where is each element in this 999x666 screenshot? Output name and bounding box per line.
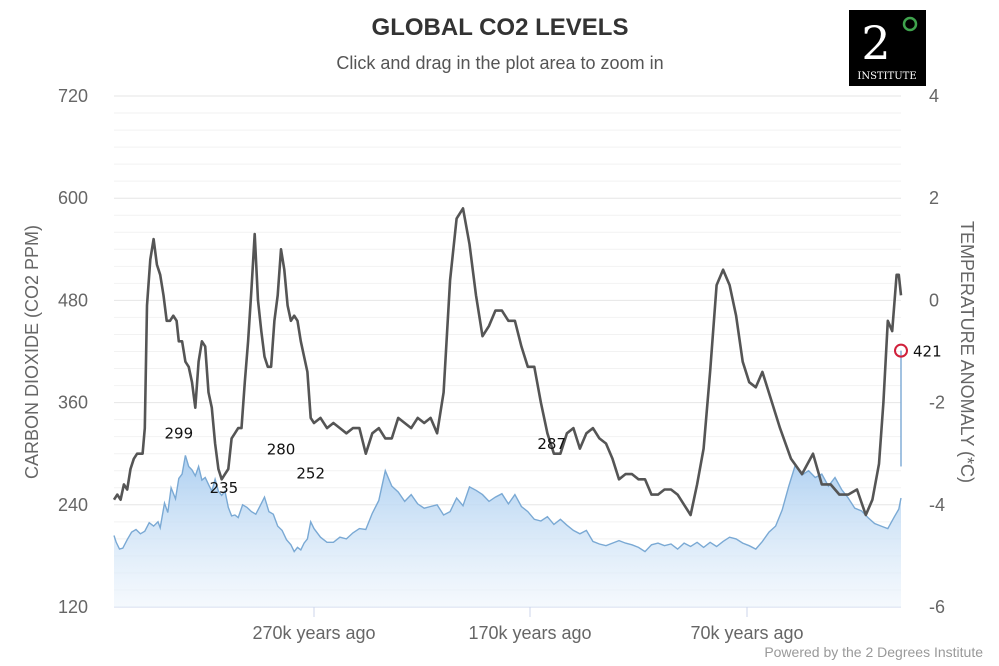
temperature-line — [112, 207, 903, 517]
current-value-marker[interactable] — [894, 343, 908, 358]
right-tick-label: 0 — [929, 290, 939, 310]
left-tick-label: 720 — [58, 86, 88, 106]
x-axis-ticks: 270k years ago 170k years ago 70k years ag… — [252, 607, 804, 643]
left-tick-label: 240 — [58, 495, 88, 515]
left-axis-title: CARBON DIOXIDE (CO2 PPM) — [22, 225, 42, 479]
right-tick-label: 2 — [929, 188, 939, 208]
peak-label: 235 — [210, 479, 239, 497]
left-tick-label: 120 — [58, 597, 88, 617]
left-axis-ticks: 120 240 360 480 600 720 — [58, 86, 88, 617]
x-tick-label: 70k years ago — [690, 623, 803, 643]
logo-box — [849, 10, 926, 86]
co2-area — [114, 455, 901, 607]
right-axis-ticks: -6 -4 -2 0 2 4 — [929, 86, 945, 617]
chart-title: GLOBAL CO2 LEVELS — [372, 14, 629, 41]
peak-label: 287 — [537, 435, 566, 453]
peak-label: 299 — [165, 425, 194, 443]
right-tick-label: 4 — [929, 86, 939, 106]
logo-numeral: 2 — [861, 16, 890, 70]
co2-line — [113, 455, 902, 553]
chart-subtitle: Click and drag in the plot area to zoom … — [336, 53, 663, 73]
x-tick-label: 270k years ago — [252, 623, 375, 643]
logo-ring-icon — [902, 16, 918, 32]
credit-link[interactable]: Powered by the 2 Degrees Institute — [764, 644, 983, 660]
current-value-label: 421 — [913, 343, 942, 361]
x-tick-label: 170k years ago — [468, 623, 591, 643]
right-axis-title: TEMPERATURE ANOMALY (*C) — [957, 221, 977, 483]
right-tick-label: -4 — [929, 495, 945, 515]
logo: 2 INSTITUTE — [849, 10, 926, 86]
left-tick-label: 480 — [58, 290, 88, 310]
peak-label: 280 — [267, 441, 296, 459]
left-tick-label: 360 — [58, 393, 88, 413]
left-tick-label: 600 — [58, 188, 88, 208]
logo-word: INSTITUTE — [857, 71, 916, 82]
right-tick-label: -6 — [929, 597, 945, 617]
peak-label: 252 — [296, 465, 325, 483]
right-tick-label: -2 — [929, 393, 945, 413]
